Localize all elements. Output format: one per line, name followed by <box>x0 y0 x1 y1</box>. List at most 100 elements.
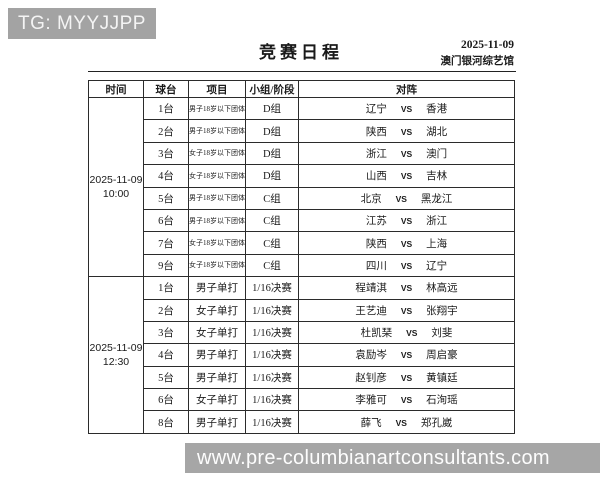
table-row: 6台 女子单打 1/16决赛 李雅可 VS 石洵瑶 <box>89 388 515 412</box>
matchup-cell: 四川 VS 辽宁 <box>298 253 515 278</box>
vs-label: VS <box>400 104 413 115</box>
stage-cell: 1/16决赛 <box>245 410 299 434</box>
site-watermark: www.pre-columbianartconsultants.com <box>185 443 600 473</box>
header-venue: 澳门银河综艺馆 <box>440 55 515 67</box>
table-number-cell: 2台 <box>143 298 189 322</box>
matchup-cell: 陕西 VS 上海 <box>298 231 515 255</box>
vs-label: VS <box>400 148 413 159</box>
away-player: 张翔宇 <box>426 305 458 317</box>
home-player: 陕西 <box>365 238 387 250</box>
away-player: 周启豪 <box>426 350 458 362</box>
col-header-event: 项目 <box>188 80 246 98</box>
matchup-cell: 薛飞 VS 郑孔崴 <box>298 410 515 434</box>
matchup-cell: 赵钊彦 VS 黄镇廷 <box>298 365 515 390</box>
event-cell: 男子单打 <box>188 410 246 434</box>
table-row: 6台 男子18岁以下团体 C组 江苏 VS 浙江 <box>89 208 515 233</box>
header-meta: 2025-11-09 澳门银河综艺馆 <box>441 37 515 69</box>
home-player: 四川 <box>365 260 387 272</box>
stage-cell: C组 <box>245 208 299 233</box>
event-cell: 女子18岁以下团体 <box>188 253 246 278</box>
matchup-cell: 袁励岑 VS 周启豪 <box>298 343 515 367</box>
vs-label: VS <box>395 193 407 204</box>
time-date: 2025-11-09 <box>89 341 143 354</box>
stage-cell: 1/16决赛 <box>245 343 299 367</box>
event-cell: 男子18岁以下团体 <box>188 208 246 233</box>
matchup-cell: 程靖淇 VS 林高远 <box>298 276 515 300</box>
matchup-cell: 山西 VS 吉林 <box>298 164 515 188</box>
matchup-cell: 浙江 VS 澳门 <box>298 141 515 166</box>
away-player: 刘斐 <box>431 328 453 340</box>
away-player: 郑孔崴 <box>420 417 453 429</box>
time-clock: 10:00 <box>102 188 130 201</box>
time-cell: 2025-11-09 10:00 <box>88 96 144 278</box>
table-number-cell: 5台 <box>143 365 189 390</box>
telegram-watermark: TG: MYYJJPP <box>8 8 156 39</box>
stage-cell: C组 <box>245 231 299 255</box>
table-row: 3台 女子单打 1/16决赛 杜凯琹 VS 刘斐 <box>89 320 515 345</box>
event-cell: 女子18岁以下团体 <box>188 141 246 166</box>
event-cell: 男子单打 <box>188 365 246 390</box>
home-player: 山西 <box>365 171 387 183</box>
table-number-cell: 8台 <box>143 410 189 434</box>
matchup-cell: 王艺迪 VS 张翔宇 <box>298 298 515 322</box>
time-cell: 2025-11-09 12:30 <box>88 276 144 434</box>
vs-label: VS <box>400 126 413 137</box>
table-row: 8台 男子单打 1/16决赛 薛飞 VS 郑孔崴 <box>89 410 515 434</box>
table-number-cell: 3台 <box>143 320 189 345</box>
away-player: 香港 <box>426 104 448 116</box>
table-row: 4台 男子单打 1/16决赛 袁励岑 VS 周启豪 <box>89 343 515 367</box>
table-number-cell: 4台 <box>143 343 189 367</box>
stage-cell: C组 <box>245 253 299 278</box>
event-cell: 女子单打 <box>188 388 246 412</box>
table-row: 2台 女子单打 1/16决赛 王艺迪 VS 张翔宇 <box>89 298 515 322</box>
table-row: 5台 男子单打 1/16决赛 赵钊彦 VS 黄镇廷 <box>89 365 515 390</box>
home-player: 袁励岑 <box>355 350 387 362</box>
away-player: 黄镇廷 <box>426 372 458 384</box>
stage-cell: D组 <box>245 164 299 188</box>
table-number-cell: 6台 <box>143 388 189 412</box>
stage-cell: 1/16决赛 <box>245 276 299 300</box>
header-date: 2025-11-09 <box>460 39 514 51</box>
vs-label: VS <box>400 350 413 361</box>
table-number-cell: 7台 <box>143 231 189 255</box>
schedule-table: 时间 球台 项目 小组/阶段 对阵 2025-11-09 10:00 1台 男子18岁… <box>88 80 515 434</box>
vs-label: VS <box>400 171 413 182</box>
home-player: 赵钊彦 <box>355 372 387 384</box>
matchup-cell: 北京 VS 黑龙江 <box>298 186 515 210</box>
matchup-cell: 陕西 VS 湖北 <box>298 119 515 143</box>
away-player: 澳门 <box>426 148 448 160</box>
home-player: 浙江 <box>365 148 387 160</box>
matchup-cell: 杜凯琹 VS 刘斐 <box>298 320 515 345</box>
table-row: 7台 女子18岁以下团体 C组 陕西 VS 上海 <box>89 231 515 255</box>
time-date: 2025-11-09 <box>89 173 143 186</box>
vs-label: VS <box>406 328 418 339</box>
time-clock: 12:30 <box>102 355 130 368</box>
home-player: 程靖淇 <box>355 283 387 295</box>
home-player: 王艺迪 <box>355 305 387 317</box>
vs-label: VS <box>400 216 413 227</box>
table-row: 4台 女子18岁以下团体 D组 山西 VS 吉林 <box>89 164 515 188</box>
event-cell: 男子单打 <box>188 343 246 367</box>
stage-cell: 1/16决赛 <box>245 365 299 390</box>
event-cell: 男子18岁以下团体 <box>188 186 246 210</box>
schedule-table-body: 2025-11-09 10:00 1台 男子18岁以下团体 D组 辽宁 VS 香港 2台 男子18… <box>88 96 515 434</box>
event-cell: 女子单打 <box>188 320 246 345</box>
home-player: 北京 <box>360 193 382 205</box>
table-row: 2025-11-09 12:30 1台 男子单打 1/16决赛 程靖淇 VS 林高远 <box>88 276 515 434</box>
header-divider <box>88 71 516 72</box>
matchup-cell: 江苏 VS 浙江 <box>298 208 515 233</box>
event-cell: 女子单打 <box>188 298 246 322</box>
away-player: 吉林 <box>426 171 448 183</box>
home-player: 江苏 <box>365 216 387 228</box>
stage-cell: 1/16决赛 <box>245 320 299 345</box>
away-player: 石洵瑶 <box>426 395 458 407</box>
matchup-cell: 辽宁 VS 香港 <box>298 96 515 121</box>
away-player: 辽宁 <box>426 260 448 272</box>
page-title: 竞赛日程 <box>259 43 343 62</box>
home-player: 李雅可 <box>355 395 387 407</box>
col-header-matchup: 对阵 <box>298 80 515 98</box>
vs-label: VS <box>400 283 413 294</box>
home-player: 杜凯琹 <box>360 328 393 340</box>
stage-cell: D组 <box>245 119 299 143</box>
away-player: 上海 <box>426 238 448 250</box>
